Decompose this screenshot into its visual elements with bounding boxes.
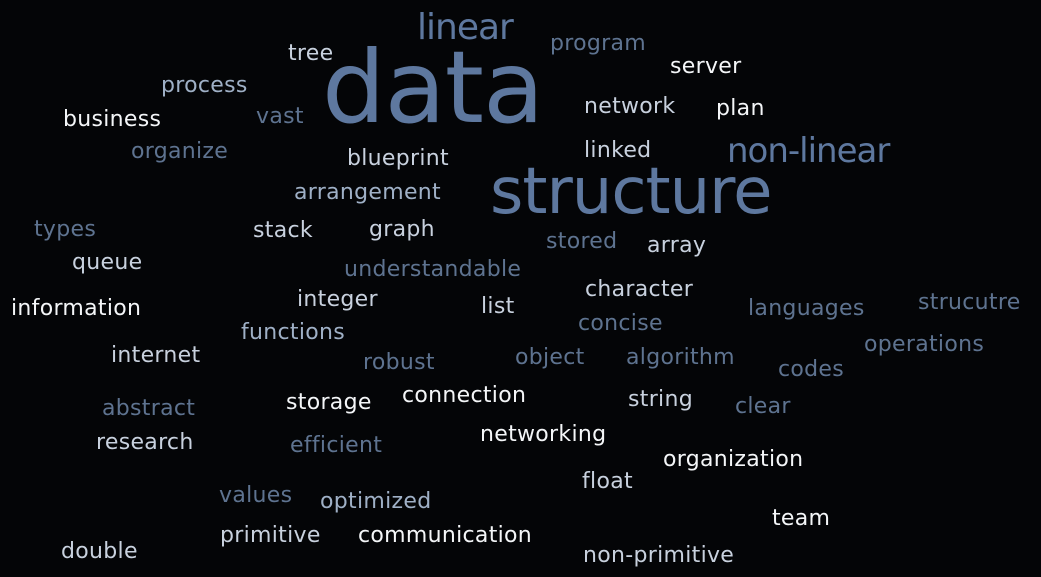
- word-values: values: [219, 483, 293, 508]
- word-string: string: [628, 387, 693, 412]
- word-communication: communication: [358, 523, 533, 548]
- word-understandable: understandable: [344, 257, 522, 282]
- word-clear: clear: [735, 394, 791, 419]
- word-object: object: [515, 345, 585, 370]
- word-codes: codes: [778, 357, 845, 382]
- word-double: double: [61, 539, 138, 564]
- word-robust: robust: [363, 350, 435, 375]
- word-character: character: [585, 277, 694, 302]
- word-float: float: [582, 469, 633, 494]
- word-internet: internet: [111, 343, 201, 368]
- word-plan: plan: [716, 96, 765, 121]
- word-linked: linked: [584, 138, 652, 163]
- word-research: research: [96, 430, 194, 455]
- word-vast: vast: [256, 104, 304, 129]
- word-network: network: [584, 94, 676, 119]
- word-strucutre: strucutre: [918, 290, 1021, 315]
- word-program: program: [550, 31, 647, 56]
- word-blueprint: blueprint: [347, 146, 449, 171]
- word-array: array: [647, 233, 707, 258]
- word-server: server: [670, 54, 742, 79]
- word-organize: organize: [131, 139, 229, 164]
- word-non-primitive: non-primitive: [583, 543, 735, 568]
- word-abstract: abstract: [102, 396, 196, 421]
- word-functions: functions: [241, 320, 346, 345]
- word-connection: connection: [402, 383, 527, 408]
- word-storage: storage: [286, 390, 372, 415]
- word-organization: organization: [663, 447, 804, 472]
- word-languages: languages: [748, 296, 865, 321]
- word-efficient: efficient: [290, 433, 383, 458]
- word-networking: networking: [480, 422, 607, 447]
- word-optimized: optimized: [320, 489, 432, 514]
- word-primitive: primitive: [220, 523, 321, 548]
- word-concise: concise: [578, 311, 663, 336]
- word-stack: stack: [253, 218, 313, 243]
- word-team: team: [772, 506, 831, 531]
- word-linear: linear: [417, 7, 514, 48]
- word-types: types: [34, 217, 97, 242]
- word-graph: graph: [369, 217, 435, 242]
- word-structure: structure: [490, 155, 772, 229]
- word-queue: queue: [72, 250, 143, 275]
- word-data: data: [322, 29, 544, 146]
- word-list: list: [481, 294, 515, 319]
- word-algorithm: algorithm: [626, 345, 735, 370]
- word-tree: tree: [288, 41, 334, 66]
- word-arrangement: arrangement: [294, 180, 441, 205]
- word-information: information: [11, 296, 142, 321]
- word-operations: operations: [864, 332, 985, 357]
- word-integer: integer: [297, 287, 378, 312]
- word-process: process: [161, 73, 248, 98]
- word-business: business: [63, 107, 162, 132]
- word-non-linear: non-linear: [727, 131, 890, 171]
- word-stored: stored: [546, 229, 618, 254]
